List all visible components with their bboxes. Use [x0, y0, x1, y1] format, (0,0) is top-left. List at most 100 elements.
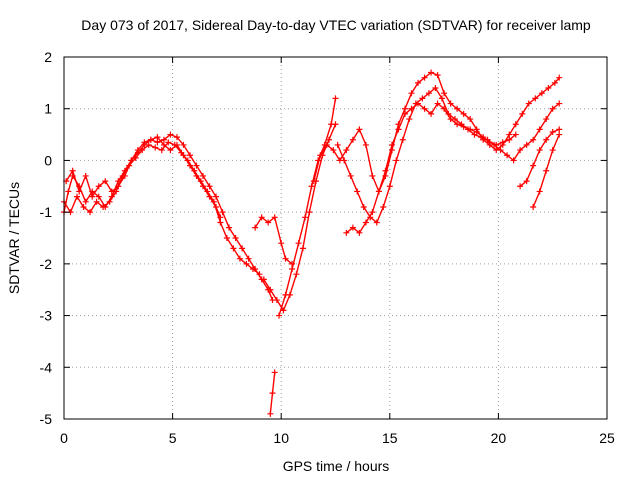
series-10 [517, 126, 563, 190]
data-point [441, 90, 448, 97]
data-point [173, 134, 180, 141]
data-point [517, 183, 524, 190]
data-point [536, 147, 543, 154]
data-point [256, 271, 263, 278]
data-point [115, 183, 122, 190]
data-point [399, 136, 406, 143]
series-line [263, 123, 337, 312]
data-point [332, 95, 339, 102]
data-point [523, 141, 530, 148]
series-line [345, 102, 517, 234]
data-point [341, 157, 348, 164]
data-point [434, 100, 441, 107]
data-point [213, 203, 220, 210]
data-point [106, 198, 113, 205]
data-point [356, 229, 363, 236]
data-point [530, 136, 537, 143]
data-point [323, 141, 330, 148]
data-point [467, 126, 474, 133]
data-point [467, 116, 474, 123]
data-point [180, 141, 187, 148]
data-point [506, 131, 513, 138]
x-tick-label: 25 [599, 430, 615, 446]
data-point [200, 183, 207, 190]
data-point [373, 219, 380, 226]
data-point [510, 157, 517, 164]
y-tick-label: -5 [40, 411, 53, 427]
data-point [354, 188, 361, 195]
data-point [512, 121, 519, 128]
data-point [480, 134, 487, 141]
data-point [236, 255, 243, 262]
data-point [447, 100, 454, 107]
y-tick-label: 2 [44, 49, 52, 65]
series-line [254, 216, 293, 265]
series-line [63, 133, 274, 301]
data-point [551, 79, 558, 86]
data-point [260, 276, 267, 283]
data-point [271, 369, 278, 376]
data-point [556, 126, 563, 133]
data-point [369, 209, 376, 216]
data-point [408, 90, 415, 97]
data-point [293, 271, 300, 278]
data-point [543, 116, 550, 123]
data-point [549, 147, 556, 154]
plot-frame [63, 56, 608, 420]
data-point [193, 172, 200, 179]
data-point [504, 152, 511, 159]
data-point [545, 85, 552, 92]
data-point [219, 209, 226, 216]
x-tick-label: 20 [491, 430, 507, 446]
data-point [512, 131, 519, 138]
x-tick-label: 10 [273, 430, 289, 446]
data-point [415, 100, 422, 107]
x-axis-label: GPS time / hours [283, 458, 390, 474]
data-point [160, 141, 167, 148]
series-5 [276, 95, 339, 319]
data-point [121, 172, 128, 179]
data-point [165, 139, 172, 146]
data-point [428, 69, 435, 76]
series-line [278, 98, 337, 316]
data-point [267, 410, 274, 417]
data-point [134, 147, 141, 154]
data-point [334, 141, 341, 148]
data-point [273, 297, 280, 304]
data-point [543, 136, 550, 143]
data-point [402, 110, 409, 117]
data-point [186, 162, 193, 169]
y-tick-label: -3 [40, 308, 53, 324]
data-point [206, 183, 213, 190]
data-point [517, 147, 524, 154]
data-point [308, 183, 315, 190]
data-point [343, 229, 350, 236]
y-tick-label: 0 [44, 152, 52, 168]
series-3 [252, 214, 296, 267]
y-tick-label: 1 [44, 101, 52, 117]
series-9 [343, 100, 519, 236]
data-point [356, 126, 363, 133]
data-point [299, 245, 306, 252]
data-point [232, 235, 239, 241]
data-point [532, 95, 539, 102]
data-point [243, 260, 250, 267]
data-point [428, 110, 435, 117]
y-axis-label: SDTVAR / TECUs [6, 182, 22, 294]
series-0 [61, 131, 276, 304]
data-point [499, 139, 506, 146]
data-point [549, 105, 556, 112]
data-point [549, 128, 556, 135]
y-tick-label: -1 [40, 204, 53, 220]
data-point [82, 198, 89, 205]
data-point [87, 209, 94, 216]
data-point [217, 219, 224, 226]
data-point [249, 266, 256, 273]
data-point [267, 286, 274, 293]
data-point [434, 72, 441, 79]
data-point [160, 136, 167, 143]
data-point [206, 193, 213, 200]
data-point [538, 90, 545, 97]
data-point [89, 193, 96, 200]
data-point [200, 172, 207, 179]
